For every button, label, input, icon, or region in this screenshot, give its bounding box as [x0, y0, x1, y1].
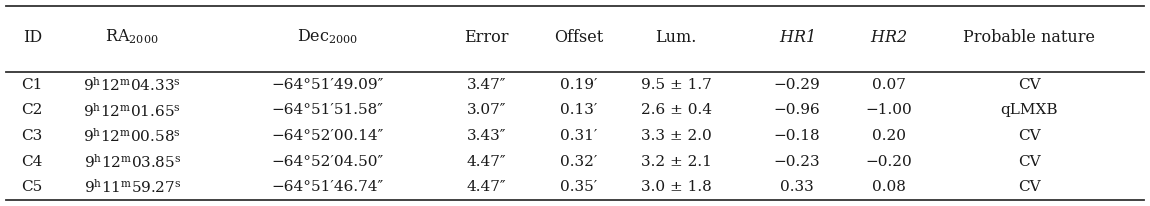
Text: 0.07: 0.07 — [872, 78, 906, 92]
Text: −0.29: −0.29 — [774, 78, 820, 92]
Text: −64°52′04.50″: −64°52′04.50″ — [271, 154, 384, 169]
Text: ID: ID — [23, 29, 41, 46]
Text: 4.47″: 4.47″ — [467, 180, 506, 194]
Text: C1: C1 — [22, 78, 43, 92]
Text: 0.33: 0.33 — [780, 180, 814, 194]
Text: C2: C2 — [22, 103, 43, 117]
Text: $HR$2: $HR$2 — [871, 29, 907, 46]
Text: 0.08: 0.08 — [872, 180, 906, 194]
Text: C3: C3 — [22, 129, 43, 143]
Text: Dec$_{2000}$: Dec$_{2000}$ — [297, 28, 359, 46]
Text: 3.0 ± 1.8: 3.0 ± 1.8 — [641, 180, 712, 194]
Text: −0.23: −0.23 — [774, 154, 820, 169]
Text: C4: C4 — [22, 154, 43, 169]
Text: CV: CV — [1018, 154, 1041, 169]
Text: 3.3 ± 2.0: 3.3 ± 2.0 — [641, 129, 712, 143]
Text: Lum.: Lum. — [656, 29, 697, 46]
Text: −64°51′46.74″: −64°51′46.74″ — [271, 180, 384, 194]
Text: 3.47″: 3.47″ — [467, 78, 506, 92]
Text: Offset: Offset — [554, 29, 603, 46]
Text: 0.19′: 0.19′ — [560, 78, 597, 92]
Text: CV: CV — [1018, 180, 1041, 194]
Text: 9$^{\rm h}$12$^{\rm m}$04.33$^{\rm s}$: 9$^{\rm h}$12$^{\rm m}$04.33$^{\rm s}$ — [83, 76, 182, 94]
Text: 9.5 ± 1.7: 9.5 ± 1.7 — [641, 78, 712, 92]
Text: CV: CV — [1018, 129, 1041, 143]
Text: −0.20: −0.20 — [866, 154, 912, 169]
Text: 3.2 ± 2.1: 3.2 ± 2.1 — [641, 154, 712, 169]
Text: 3.07″: 3.07″ — [467, 103, 506, 117]
Text: Probable nature: Probable nature — [964, 29, 1095, 46]
Text: CV: CV — [1018, 78, 1041, 92]
Text: −0.96: −0.96 — [774, 103, 820, 117]
Text: C5: C5 — [22, 180, 43, 194]
Text: 9$^{\rm h}$11$^{\rm m}$59.27$^{\rm s}$: 9$^{\rm h}$11$^{\rm m}$59.27$^{\rm s}$ — [84, 178, 181, 196]
Text: −1.00: −1.00 — [866, 103, 912, 117]
Text: 0.35′: 0.35′ — [560, 180, 597, 194]
Text: $HR$1: $HR$1 — [780, 29, 814, 46]
Text: qLMXB: qLMXB — [1000, 103, 1058, 117]
Text: 9$^{\rm h}$12$^{\rm m}$00.58$^{\rm s}$: 9$^{\rm h}$12$^{\rm m}$00.58$^{\rm s}$ — [83, 127, 182, 145]
Text: −64°52′00.14″: −64°52′00.14″ — [271, 129, 384, 143]
Text: −64°51′49.09″: −64°51′49.09″ — [271, 78, 384, 92]
Text: −0.18: −0.18 — [774, 129, 820, 143]
Text: 0.13′: 0.13′ — [560, 103, 597, 117]
Text: 0.31′: 0.31′ — [560, 129, 597, 143]
Text: 3.43″: 3.43″ — [467, 129, 506, 143]
Text: 0.20: 0.20 — [872, 129, 906, 143]
Text: 4.47″: 4.47″ — [467, 154, 506, 169]
Text: 0.32′: 0.32′ — [560, 154, 597, 169]
Text: RA$_{2000}$: RA$_{2000}$ — [106, 28, 159, 46]
Text: 2.6 ± 0.4: 2.6 ± 0.4 — [641, 103, 712, 117]
Text: Error: Error — [465, 29, 508, 46]
Text: 9$^{\rm h}$12$^{\rm m}$03.85$^{\rm s}$: 9$^{\rm h}$12$^{\rm m}$03.85$^{\rm s}$ — [84, 153, 181, 170]
Text: −64°51′51.58″: −64°51′51.58″ — [271, 103, 384, 117]
Text: 9$^{\rm h}$12$^{\rm m}$01.65$^{\rm s}$: 9$^{\rm h}$12$^{\rm m}$01.65$^{\rm s}$ — [83, 102, 182, 119]
